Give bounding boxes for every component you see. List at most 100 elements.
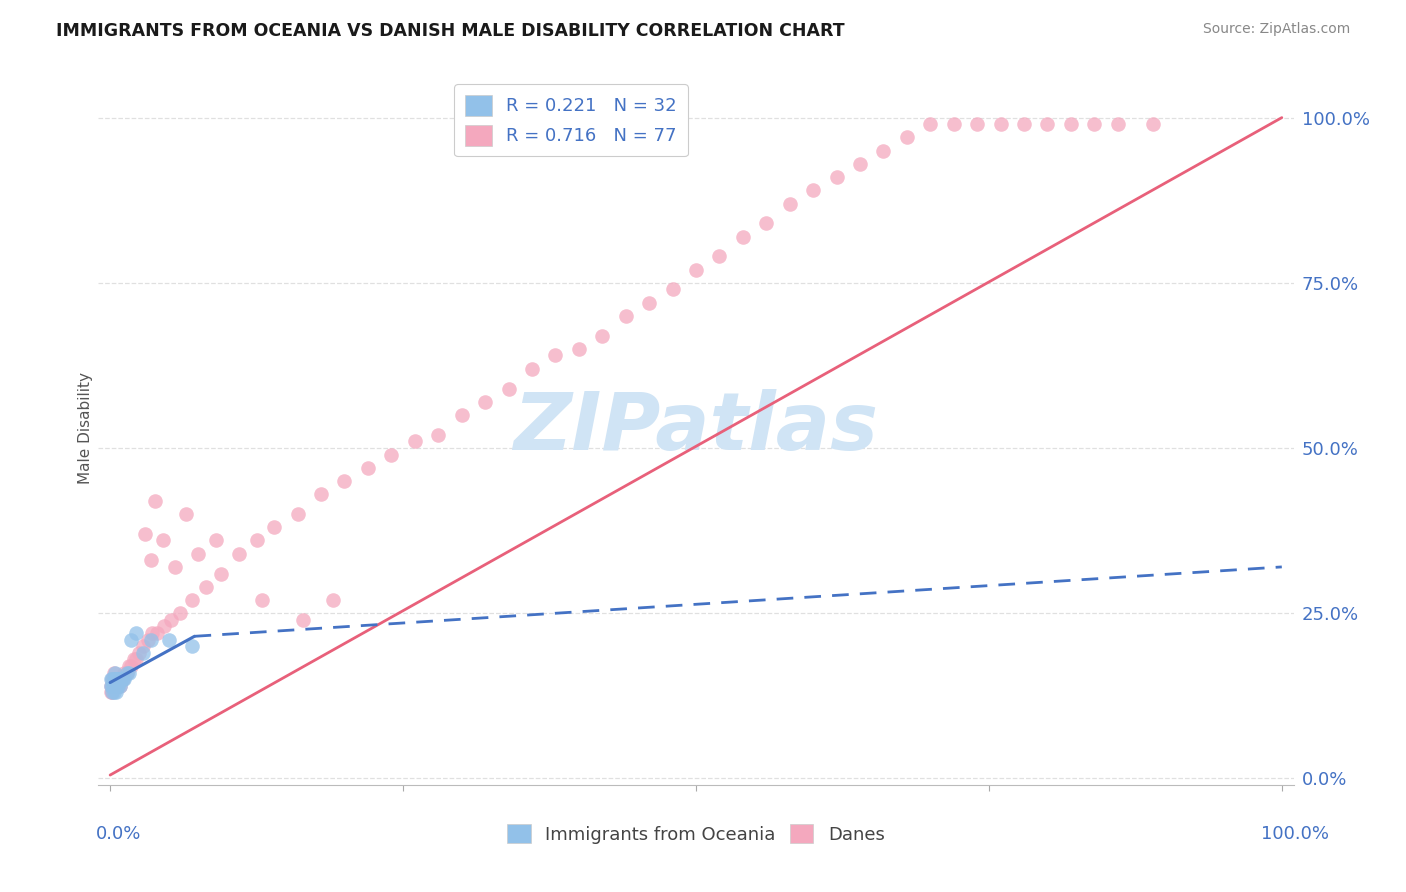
Point — [333, 474, 356, 488]
Point — [104, 672, 127, 686]
Point — [112, 672, 135, 686]
Point — [105, 672, 128, 686]
Point — [100, 672, 122, 686]
Point — [136, 632, 159, 647]
Point — [263, 520, 285, 534]
Point — [112, 672, 135, 686]
Point — [520, 361, 543, 376]
Point — [111, 672, 134, 686]
Point — [427, 427, 450, 442]
Point — [153, 619, 176, 633]
Point — [204, 533, 226, 548]
Point — [357, 460, 380, 475]
Point — [132, 639, 155, 653]
Point — [160, 613, 183, 627]
Point — [685, 262, 707, 277]
Point — [101, 679, 124, 693]
Point — [755, 216, 778, 230]
Point — [105, 679, 128, 693]
Point — [104, 679, 127, 693]
Point — [100, 679, 122, 693]
Point — [498, 382, 520, 396]
Point — [143, 493, 166, 508]
Point — [128, 646, 150, 660]
Point — [105, 679, 128, 693]
Point — [990, 117, 1012, 131]
Text: ZIPatlas: ZIPatlas — [513, 389, 879, 467]
Point — [105, 672, 128, 686]
Point — [942, 117, 965, 131]
Point — [169, 606, 191, 620]
Point — [115, 665, 138, 680]
Point — [141, 632, 163, 647]
Point — [107, 679, 129, 693]
Point — [1142, 117, 1164, 131]
Point — [107, 672, 129, 686]
Point — [195, 580, 218, 594]
Point — [141, 553, 163, 567]
Point — [322, 593, 344, 607]
Text: Source: ZipAtlas.com: Source: ZipAtlas.com — [1202, 22, 1350, 37]
Point — [125, 652, 148, 666]
Point — [112, 672, 135, 686]
Point — [1107, 117, 1129, 131]
Point — [246, 533, 269, 548]
Point — [849, 157, 872, 171]
Point — [544, 349, 567, 363]
Point — [101, 679, 124, 693]
Point — [187, 547, 209, 561]
Point — [107, 679, 129, 693]
Point — [309, 487, 332, 501]
Point — [101, 672, 124, 686]
Point — [1012, 117, 1035, 131]
Point — [181, 593, 204, 607]
Point — [1060, 117, 1083, 131]
Point — [287, 507, 309, 521]
Point — [1036, 117, 1059, 131]
Text: IMMIGRANTS FROM OCEANIA VS DANISH MALE DISABILITY CORRELATION CHART: IMMIGRANTS FROM OCEANIA VS DANISH MALE D… — [56, 22, 845, 40]
Point — [146, 626, 169, 640]
Point — [709, 249, 731, 263]
Point — [104, 665, 127, 680]
Point — [105, 672, 128, 686]
Point — [228, 547, 250, 561]
Point — [157, 632, 180, 647]
Point — [103, 665, 125, 680]
Point — [181, 639, 204, 653]
Point — [101, 685, 124, 699]
Point — [801, 183, 824, 197]
Point — [568, 342, 591, 356]
Point — [152, 533, 174, 548]
Point — [118, 665, 141, 680]
Point — [120, 632, 142, 647]
Point — [105, 685, 128, 699]
Point — [661, 282, 683, 296]
Point — [103, 672, 125, 686]
Point — [112, 665, 135, 680]
Point — [896, 130, 918, 145]
Text: 0.0%: 0.0% — [96, 825, 141, 843]
Point — [292, 613, 315, 627]
Point — [779, 196, 801, 211]
Point — [111, 672, 134, 686]
Point — [966, 117, 988, 131]
Point — [100, 679, 122, 693]
Point — [115, 665, 138, 680]
Point — [125, 626, 148, 640]
Point — [103, 672, 125, 686]
Y-axis label: Male Disability: Male Disability — [77, 372, 93, 484]
Point — [638, 295, 661, 310]
Text: 100.0%: 100.0% — [1261, 825, 1329, 843]
Point — [101, 672, 124, 686]
Point — [105, 679, 128, 693]
Point — [120, 659, 142, 673]
Point — [108, 679, 131, 693]
Point — [103, 685, 125, 699]
Point — [1083, 117, 1105, 131]
Point — [252, 593, 274, 607]
Point — [108, 679, 131, 693]
Point — [110, 672, 132, 686]
Point — [141, 626, 163, 640]
Point — [105, 672, 128, 686]
Point — [105, 679, 128, 693]
